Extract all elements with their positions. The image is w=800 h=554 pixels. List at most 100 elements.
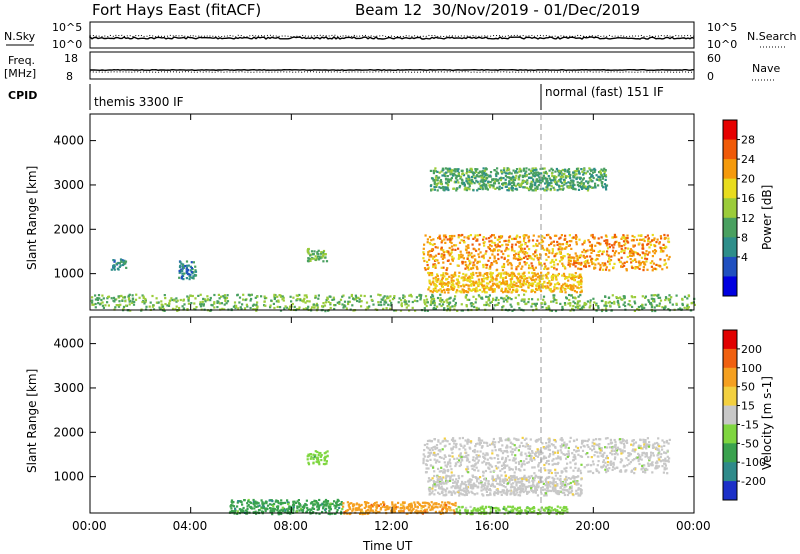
heatmap-cell: [619, 448, 622, 451]
heatmap-cell: [639, 455, 642, 459]
heatmap-cell: [580, 263, 583, 266]
heatmap-cell: [484, 174, 487, 177]
heatmap-cell: [517, 461, 520, 464]
heatmap-cell: [589, 255, 592, 258]
heatmap-cell: [613, 254, 616, 257]
heatmap-cell: [504, 486, 507, 489]
heatmap-cell: [480, 174, 483, 177]
colorbar-segment: [723, 198, 737, 219]
heatmap-cell: [94, 306, 97, 309]
heatmap-cell: [513, 184, 516, 187]
heatmap-cell: [534, 173, 537, 176]
heatmap-cell: [324, 310, 327, 313]
heatmap-cell: [631, 459, 634, 462]
heatmap-cell: [442, 261, 445, 264]
heatmap-cell: [525, 283, 528, 286]
heatmap-cell: [567, 186, 570, 189]
heatmap-cell: [500, 287, 503, 290]
heatmap-cell: [509, 486, 513, 489]
heatmap-cell: [475, 478, 479, 481]
heatmap-cell: [441, 277, 444, 280]
heatmap-cell: [532, 234, 535, 237]
heatmap-cell: [592, 438, 595, 441]
heatmap-cell: [563, 493, 566, 497]
heatmap-cell: [596, 464, 599, 467]
heatmap-cell: [507, 287, 510, 290]
heatmap-cell: [434, 276, 437, 279]
heatmap-cell: [539, 290, 543, 293]
heatmap-cell: [581, 243, 584, 246]
heatmap-cell: [580, 286, 583, 289]
heatmap-cell: [589, 172, 592, 175]
heatmap-cell: [665, 439, 668, 443]
heatmap-cell: [182, 278, 185, 281]
heatmap-cell: [570, 288, 573, 291]
heatmap-cell: [423, 307, 426, 310]
heatmap-cell: [97, 302, 100, 305]
heatmap-cell: [569, 486, 572, 489]
heatmap-cell: [462, 279, 465, 282]
heatmap-cell: [548, 251, 551, 254]
heatmap-cell: [541, 244, 544, 247]
heatmap-cell: [507, 490, 510, 493]
heatmap-cell: [310, 250, 314, 253]
heatmap-cell: [589, 299, 592, 302]
heatmap-cell: [444, 455, 447, 458]
heatmap-cell: [502, 282, 505, 285]
heatmap-cell: [583, 256, 587, 259]
heatmap-cell: [434, 170, 437, 173]
heatmap-cell: [470, 282, 473, 286]
heatmap-cell: [273, 306, 276, 310]
heatmap-cell: [523, 236, 526, 239]
heatmap-cell: [437, 467, 440, 470]
heatmap-cell: [536, 448, 539, 451]
heatmap-cell: [613, 243, 616, 246]
heatmap-cell: [423, 449, 426, 452]
heatmap-cell: [224, 296, 227, 299]
heatmap-cell: [647, 299, 650, 302]
heatmap-cell: [557, 492, 560, 496]
heatmap-cell: [575, 445, 578, 448]
heatmap-cell: [551, 290, 554, 293]
heatmap-cell: [162, 307, 165, 311]
heatmap-cell: [131, 297, 134, 300]
heatmap-cell: [481, 439, 484, 442]
heatmap-cell: [526, 252, 529, 255]
heatmap-cell: [507, 183, 510, 186]
heatmap-cell: [509, 262, 513, 265]
heatmap-cell: [508, 236, 511, 239]
heatmap-cell: [487, 480, 490, 483]
heatmap-cell: [608, 446, 611, 449]
heatmap-cell: [477, 307, 480, 310]
heatmap-cell: [451, 451, 454, 454]
heatmap-cell: [491, 476, 494, 479]
heatmap-cell: [445, 273, 448, 276]
heatmap-cell: [370, 298, 373, 302]
heatmap-cell: [641, 295, 644, 298]
heatmap-cell: [117, 295, 120, 298]
heatmap-cell: [279, 306, 282, 309]
heatmap-cell: [446, 440, 449, 443]
heatmap-cell: [249, 299, 252, 302]
heatmap-cell: [554, 440, 557, 443]
heatmap-cell: [98, 303, 102, 306]
heatmap-cell: [236, 293, 239, 296]
heatmap-cell: [579, 254, 582, 257]
heatmap-cell: [553, 244, 556, 247]
heatmap-cell: [605, 266, 608, 269]
heatmap-cell: [638, 457, 641, 460]
heatmap-cell: [647, 238, 650, 241]
heatmap-cell: [438, 478, 441, 482]
heatmap-cell: [459, 175, 463, 178]
heatmap-cell: [107, 304, 110, 307]
heatmap-cell: [479, 251, 482, 254]
heatmap-cell: [436, 246, 439, 249]
heatmap-cell: [510, 305, 513, 308]
heatmap-cell: [138, 296, 141, 299]
heatmap-cell: [467, 291, 470, 294]
heatmap-cell: [544, 469, 547, 472]
heatmap-cell: [458, 290, 461, 293]
heatmap-cell: [445, 465, 448, 468]
heatmap-cell: [134, 298, 138, 301]
heatmap-cell: [565, 182, 568, 185]
